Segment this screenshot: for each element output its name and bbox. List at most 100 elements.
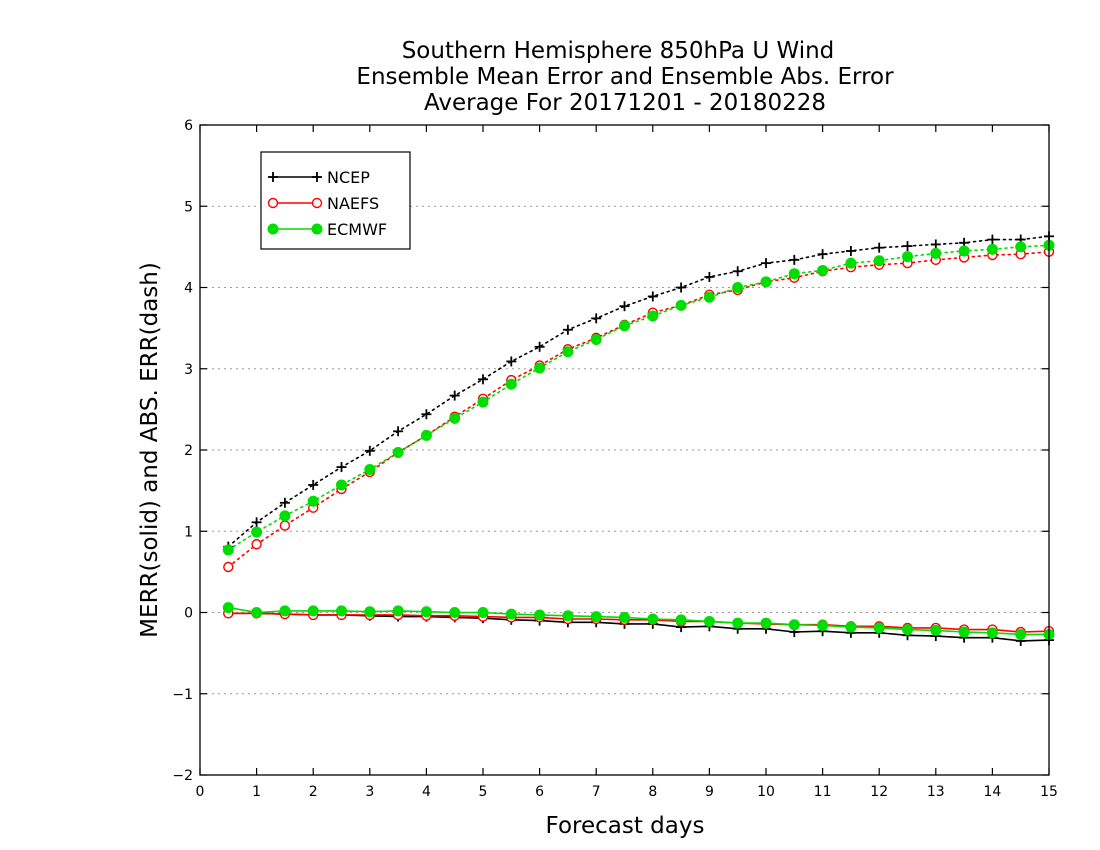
y-axis: −2 −1 0 1 2 3 4 5 6	[172, 118, 1049, 784]
point-abs-err-ecmwf	[760, 276, 772, 288]
x-tick-label: 15	[1040, 784, 1058, 800]
point-abs-err-ecmwf	[279, 510, 291, 522]
point-mean-err-ecmwf	[336, 605, 347, 617]
point-abs-err-ncep	[845, 245, 856, 256]
series-markers	[222, 231, 1055, 646]
point-mean-err-ecmwf	[647, 613, 659, 625]
y-tick-label: −1	[172, 687, 193, 703]
point-abs-err-ecmwf	[788, 268, 800, 280]
point-mean-err-ecmwf	[986, 627, 998, 639]
point-abs-err-ncep	[874, 242, 885, 253]
title-line-1: Southern Hemisphere 850hPa U Wind	[402, 38, 835, 64]
x-axis: 0 1 2 3 4 5 6 7 8 9 10 11 12 13 14 15	[196, 125, 1058, 800]
point-abs-err-ncep	[647, 291, 658, 302]
y-tick-label: 1	[184, 524, 193, 540]
point-abs-err-ecmwf	[902, 251, 913, 263]
title-line-3: Average For 20171201 - 20180228	[424, 90, 826, 116]
x-tick-label: 0	[196, 784, 205, 800]
point-abs-err-ecmwf	[732, 282, 744, 293]
point-abs-err-ncep	[449, 390, 460, 401]
legend-label-ecmwf: ECMWF	[327, 220, 387, 239]
legend: NCEP NAEFS ECMWF	[260, 151, 411, 250]
legend-box	[260, 151, 411, 250]
point-abs-err-ecmwf	[1015, 241, 1027, 253]
x-tick-label: 11	[814, 784, 832, 800]
point-abs-err-ncep	[562, 324, 573, 335]
y-tick-label: 5	[184, 199, 193, 215]
point-mean-err-ecmwf	[279, 605, 291, 617]
point-abs-err-ecmwf	[336, 479, 347, 491]
legend-item-naefs: NAEFS	[267, 194, 379, 213]
point-mean-err-ecmwf	[562, 610, 574, 622]
x-tick-label: 12	[870, 784, 888, 800]
x-tick-label: 3	[365, 784, 374, 800]
point-abs-err-ecmwf	[817, 264, 829, 276]
point-mean-err-ecmwf	[619, 611, 630, 623]
legend-marker-start-ncep	[268, 172, 278, 182]
point-abs-err-ecmwf	[619, 320, 630, 332]
point-mean-err-ecmwf	[958, 626, 970, 638]
x-tick-label: 2	[309, 784, 318, 800]
point-mean-err-ecmwf	[788, 619, 800, 631]
point-mean-err-ecmwf	[703, 615, 715, 627]
point-abs-err-ncep	[761, 258, 771, 269]
point-abs-err-ecmwf	[562, 346, 574, 358]
point-mean-err-ecmwf	[222, 602, 234, 614]
point-abs-err-ncep	[676, 282, 687, 293]
point-mean-err-ecmwf	[307, 605, 319, 617]
legend-marker-start-ecmwf	[267, 223, 279, 235]
y-tick-label: 6	[184, 118, 193, 134]
point-mean-err-ecmwf	[534, 609, 546, 621]
point-abs-err-ecmwf	[703, 291, 715, 303]
point-mean-err-ecmwf	[364, 606, 376, 618]
point-abs-err-ncep	[987, 234, 998, 245]
point-mean-err-ecmwf	[392, 605, 404, 617]
point-mean-err-ecmwf	[675, 614, 687, 626]
point-abs-err-ncep	[930, 239, 941, 250]
point-abs-err-naefs	[279, 520, 291, 531]
point-mean-err-ecmwf	[590, 611, 602, 623]
point-abs-err-ecmwf	[392, 446, 404, 458]
y-axis-label: MERR(solid) and ABS. ERR(dash)	[137, 262, 163, 638]
point-abs-err-ecmwf	[251, 526, 263, 538]
y-tick-label: 0	[184, 606, 193, 622]
legend-item-ncep: NCEP	[268, 168, 370, 187]
point-abs-err-ecmwf	[364, 464, 376, 475]
point-abs-err-ncep	[279, 497, 290, 508]
point-abs-err-ncep	[308, 479, 319, 490]
point-abs-err-ncep	[534, 341, 545, 352]
y-tick-label: −2	[172, 768, 193, 784]
point-abs-err-ncep	[817, 249, 828, 260]
point-abs-err-ecmwf	[505, 378, 517, 390]
point-mean-err-ecmwf	[902, 624, 913, 636]
point-abs-err-ncep	[704, 271, 715, 282]
legend-label-naefs: NAEFS	[327, 194, 379, 213]
x-tick-label: 5	[479, 784, 488, 800]
point-mean-err-ecmwf	[845, 621, 857, 633]
point-abs-err-ncep	[619, 301, 630, 312]
series-line-abs-err-ncep	[227, 235, 1050, 548]
point-mean-err-ecmwf	[251, 607, 263, 618]
x-tick-label: 9	[705, 784, 714, 800]
legend-item-ecmwf: ECMWF	[267, 220, 387, 239]
point-mean-err-ecmwf	[732, 617, 744, 629]
point-mean-err-ecmwf	[420, 606, 432, 618]
y-tick-label: 2	[184, 443, 193, 459]
point-abs-err-naefs	[223, 561, 234, 573]
y-tick-label: 3	[184, 362, 193, 378]
point-abs-err-ecmwf	[986, 243, 998, 255]
point-mean-err-ecmwf	[477, 607, 489, 618]
legend-marker-end-naefs	[311, 197, 323, 209]
x-tick-label: 7	[592, 784, 601, 800]
point-mean-err-ecmwf	[817, 620, 829, 631]
x-tick-label: 14	[983, 784, 1001, 800]
x-tick-label: 13	[927, 784, 945, 800]
point-abs-err-ecmwf	[449, 412, 461, 424]
chart-title: Southern Hemisphere 850hPa U Wind Ensemb…	[356, 38, 894, 116]
point-abs-err-ncep	[591, 313, 602, 324]
point-abs-err-ecmwf	[930, 247, 942, 259]
point-abs-err-ncep	[393, 426, 404, 437]
point-abs-err-ecmwf	[845, 257, 857, 269]
